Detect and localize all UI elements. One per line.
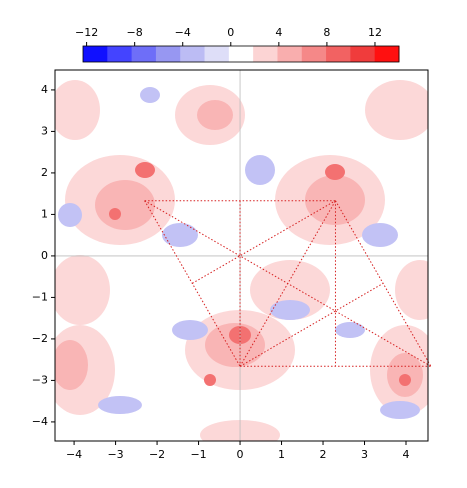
y-tick-label: −4 [32,415,48,428]
colorbar-tick-label: 8 [323,26,330,39]
colorbar-bin [107,46,133,62]
y-tick-label: −3 [32,373,48,386]
colorbar-bin [155,46,181,62]
y-tick-label: 1 [41,207,48,220]
x-tick-label: −2 [149,448,165,461]
guide-line [239,282,384,367]
colorbar-tick-label: −4 [175,26,191,39]
y-tick-label: −2 [32,332,48,345]
colorbar-tick-label: 12 [368,26,382,39]
guide-line [144,200,432,367]
colorbar-tick-label: −12 [75,26,98,39]
y-tick-label: 2 [41,166,48,179]
colorbar-bin [301,46,327,62]
x-tick-label: −3 [107,448,123,461]
colorbar-bin [180,46,206,62]
y-tick-label: 4 [41,83,48,96]
colorbar-bin [204,46,230,62]
contour-field [55,80,428,441]
colorbar-bin [374,46,400,62]
colorbar-bin [228,46,254,62]
x-tick-label: 3 [361,448,368,461]
colorbar-tick-label: 0 [227,26,234,39]
x-tick-label: 4 [403,448,410,461]
colorbar-bin [277,46,303,62]
x-tick-label: 1 [278,448,285,461]
y-tick-label: −1 [32,290,48,303]
colorbar-tick-label: 4 [275,26,282,39]
x-tick-label: −4 [66,448,82,461]
colorbar-bin [83,46,108,62]
colorbar-bin [131,46,157,62]
x-tick-label: −1 [190,448,206,461]
colorbar-bin [253,46,278,62]
x-tick-label: 2 [320,448,327,461]
y-tick-label: 3 [41,124,48,137]
x-tick-label: 0 [237,448,244,461]
y-tick-label: 0 [41,249,48,262]
guide-line [192,200,336,284]
colorbar-frame [82,45,400,63]
colorbar-bin [350,46,376,62]
guide-line [144,200,241,367]
colorbar-tick-label: −8 [127,26,143,39]
colorbar-bin [326,46,351,62]
